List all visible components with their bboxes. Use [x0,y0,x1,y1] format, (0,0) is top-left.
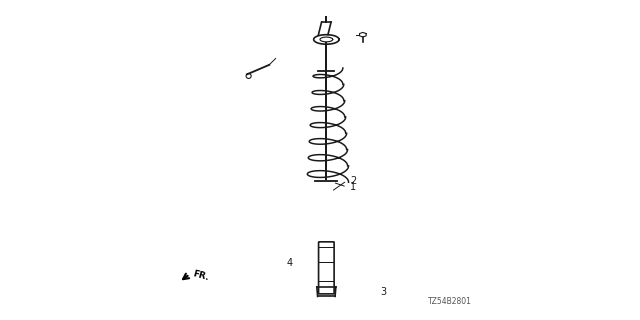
Text: 1: 1 [350,182,356,192]
FancyBboxPatch shape [319,242,334,294]
Text: 2: 2 [350,176,356,186]
Text: 3: 3 [380,287,387,297]
Text: FR.: FR. [191,269,210,282]
FancyArrowPatch shape [183,274,189,279]
Text: TZ54B2801: TZ54B2801 [428,297,472,306]
Text: 4: 4 [287,258,293,268]
